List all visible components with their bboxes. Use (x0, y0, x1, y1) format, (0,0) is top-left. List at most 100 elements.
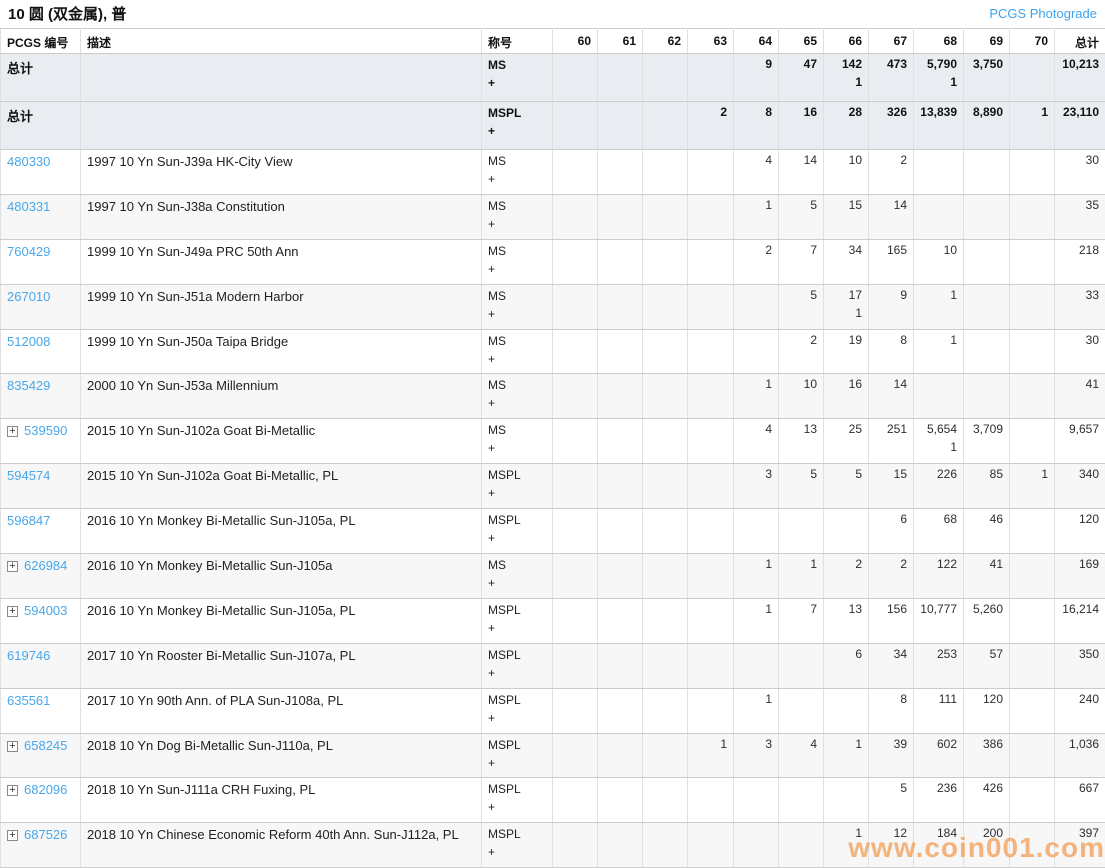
pcgs-number-link[interactable]: 594574 (7, 468, 50, 483)
grade-60-count-cell (553, 329, 598, 374)
grade-61-count-cell (598, 374, 643, 419)
grade-68-count-cell: 10 (914, 239, 964, 284)
pcgs-number-link[interactable]: 539590 (24, 423, 67, 438)
designation-label: MS (488, 154, 546, 168)
pcgs-number-link[interactable]: 635561 (7, 693, 50, 708)
pcgs-number-link[interactable]: 626984 (24, 558, 67, 573)
designation-cell: MSPL+ (482, 643, 553, 688)
grade-69-count-cell: 120 (964, 688, 1010, 733)
grade-64-count-cell: 1 (734, 598, 779, 643)
pcgs-number-link[interactable]: 480330 (7, 154, 50, 169)
designation-cell: MS + (482, 150, 553, 195)
total-count: 350 (1061, 647, 1099, 661)
grade-count: 122 (920, 557, 957, 571)
grade-count: 2 (875, 153, 907, 167)
grade-69-count-cell (964, 239, 1010, 284)
total-count: 1,036 (1061, 737, 1099, 751)
expand-plus-icon[interactable]: + (7, 426, 18, 437)
grade-67-count-cell: 14 (869, 374, 914, 419)
expand-plus-icon[interactable]: + (7, 830, 18, 841)
grade-count: 12 (875, 826, 907, 840)
grade-count: 16 (785, 105, 817, 119)
pcgs-number-link[interactable]: 835429 (7, 378, 50, 393)
total-count: 218 (1061, 243, 1099, 257)
designation-plus-label: + (488, 621, 546, 635)
grade-67-count-cell: 8 (869, 688, 914, 733)
grade-count: 10 (830, 153, 862, 167)
designation-label: MSPL (488, 827, 546, 841)
grade-65-count-cell: 4 (779, 733, 824, 778)
grade-count: 251 (875, 422, 907, 436)
expand-plus-icon[interactable]: + (7, 606, 18, 617)
grade-67-count-cell: 39 (869, 733, 914, 778)
grade-65-count-cell: 10 (779, 374, 824, 419)
grade-70-count-cell (1010, 688, 1055, 733)
grade-63-count-cell (688, 464, 734, 509)
grade-67-count-cell: 2 (869, 554, 914, 599)
grade-65-count-cell: 2 (779, 329, 824, 374)
grade-count: 1 (740, 692, 772, 706)
grade-count: 4 (740, 422, 772, 436)
pcgs-number-link[interactable]: 760429 (7, 244, 50, 259)
grade-count: 57 (970, 647, 1003, 661)
designation-cell: MS+ (482, 419, 553, 464)
grade-61-count-cell (598, 329, 643, 374)
total-count-cell: 16,214 (1055, 598, 1105, 643)
grade-70-count-cell: 1 (1010, 102, 1055, 150)
grade-68-count-cell: 253 (914, 643, 964, 688)
grade-count: 1 (785, 557, 817, 571)
description-cell: 2018 10 Yn Chinese Economic Reform 40th … (81, 823, 482, 868)
pcgs-number-link[interactable]: 658245 (24, 738, 67, 753)
grade-66-count-cell: 16 (824, 374, 869, 419)
grade-60-count-cell (553, 554, 598, 599)
pcgs-number-link[interactable]: 682096 (24, 782, 67, 797)
grade-67-count-cell: 2 (869, 150, 914, 195)
total-count-cell: 30 (1055, 329, 1105, 374)
pcgs-number-link[interactable]: 512008 (7, 334, 50, 349)
grade-70-count-cell (1010, 284, 1055, 329)
expand-plus-icon[interactable]: + (7, 741, 18, 752)
plus-grade-count: 1 (830, 75, 862, 89)
grade-70-count-cell (1010, 239, 1055, 284)
pcgs-number-link[interactable]: 594003 (24, 603, 67, 618)
description-cell: 2016 10 Yn Monkey Bi-Metallic Sun-J105a,… (81, 509, 482, 554)
grade-62-count-cell (643, 239, 688, 284)
expand-plus-icon[interactable]: + (7, 561, 18, 572)
designation-plus-label: + (488, 172, 546, 186)
designation-plus-label: + (488, 124, 546, 138)
grade-63-count-cell (688, 643, 734, 688)
total-count: 23,110 (1061, 105, 1099, 119)
grade-69-count-cell: 200 (964, 823, 1010, 868)
col-header-grade-61: 61 (598, 29, 643, 54)
designation-label: MSPL (488, 738, 546, 752)
grade-count: 19 (830, 333, 862, 347)
pcgs-photograde-link[interactable]: PCGS Photograde (989, 6, 1097, 21)
grade-60-count-cell (553, 239, 598, 284)
grade-65-count-cell (779, 823, 824, 868)
description-cell: 2016 10 Yn Monkey Bi-Metallic Sun-J105a,… (81, 598, 482, 643)
expand-plus-icon[interactable]: + (7, 785, 18, 796)
grade-60-count-cell (553, 688, 598, 733)
pcgs-number-cell: 594574 (1, 464, 81, 509)
plus-grade-count: 1 (830, 306, 862, 320)
total-count: 667 (1061, 781, 1099, 795)
grade-count: 253 (920, 647, 957, 661)
pcgs-number-link[interactable]: 687526 (24, 827, 67, 842)
grade-count: 236 (920, 781, 957, 795)
total-count-cell: 169 (1055, 554, 1105, 599)
designation-label: MS (488, 558, 546, 572)
grade-63-count-cell (688, 823, 734, 868)
pcgs-number-link[interactable]: 267010 (7, 289, 50, 304)
grade-61-count-cell (598, 464, 643, 509)
pcgs-number-link[interactable]: 619746 (7, 648, 50, 663)
grade-63-count-cell (688, 688, 734, 733)
pcgs-number-link[interactable]: 480331 (7, 199, 50, 214)
total-count-cell: 9,657 (1055, 419, 1105, 464)
total-count-cell: 667 (1055, 778, 1105, 823)
designation-label: MSPL (488, 468, 546, 482)
pcgs-number-link[interactable]: 596847 (7, 513, 50, 528)
designation-label: MS (488, 199, 546, 213)
